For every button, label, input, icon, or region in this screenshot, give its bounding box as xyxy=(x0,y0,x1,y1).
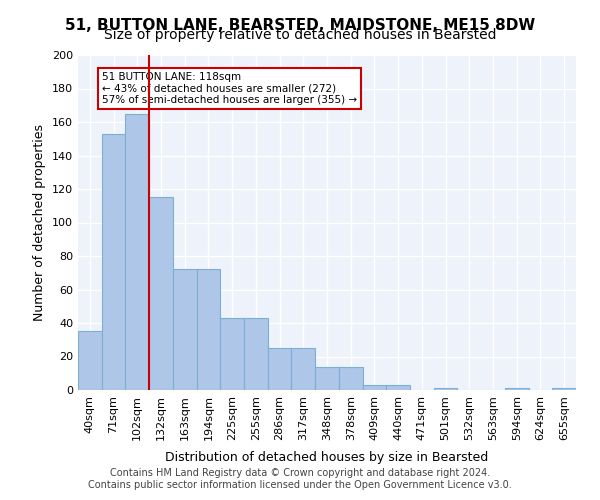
Bar xyxy=(244,318,268,390)
X-axis label: Distribution of detached houses by size in Bearsted: Distribution of detached houses by size … xyxy=(166,451,488,464)
Bar xyxy=(125,114,149,390)
Bar xyxy=(292,348,315,390)
Bar xyxy=(362,385,386,390)
Bar xyxy=(173,270,197,390)
Bar xyxy=(386,385,410,390)
Bar xyxy=(220,318,244,390)
Bar xyxy=(78,332,102,390)
Text: Size of property relative to detached houses in Bearsted: Size of property relative to detached ho… xyxy=(104,28,496,42)
Bar xyxy=(505,388,529,390)
Y-axis label: Number of detached properties: Number of detached properties xyxy=(34,124,46,321)
Bar xyxy=(197,270,220,390)
Bar xyxy=(434,388,457,390)
Text: 51 BUTTON LANE: 118sqm
← 43% of detached houses are smaller (272)
57% of semi-de: 51 BUTTON LANE: 118sqm ← 43% of detached… xyxy=(102,72,357,105)
Bar xyxy=(339,366,362,390)
Bar xyxy=(102,134,125,390)
Bar xyxy=(268,348,292,390)
Bar xyxy=(149,198,173,390)
Text: 51, BUTTON LANE, BEARSTED, MAIDSTONE, ME15 8DW: 51, BUTTON LANE, BEARSTED, MAIDSTONE, ME… xyxy=(65,18,535,32)
Bar xyxy=(552,388,576,390)
Text: Contains HM Land Registry data © Crown copyright and database right 2024.
Contai: Contains HM Land Registry data © Crown c… xyxy=(88,468,512,490)
Bar xyxy=(315,366,339,390)
